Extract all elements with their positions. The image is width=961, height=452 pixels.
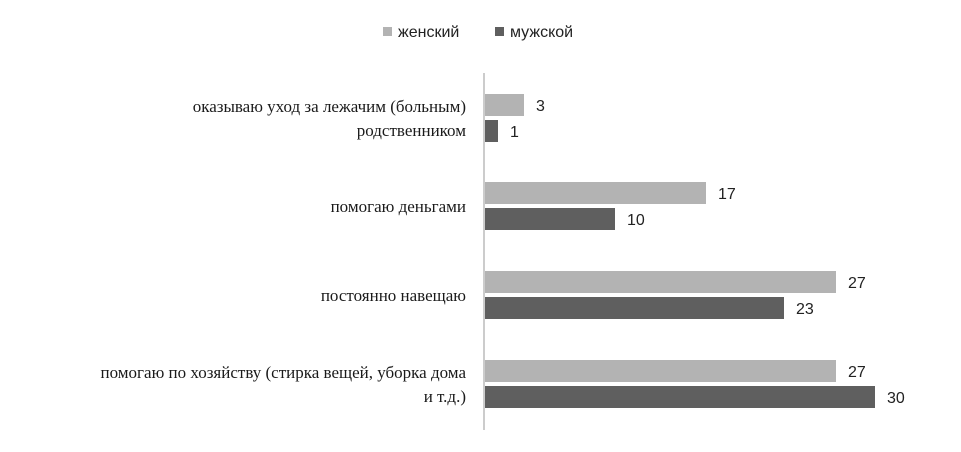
value-label-male-2: 10 (627, 212, 645, 229)
bar-female-4 (485, 360, 836, 382)
category-label-4-line-2: и т.д.) (424, 387, 466, 406)
legend-label-female: женский (398, 24, 459, 41)
legend-label-male: мужской (510, 24, 573, 41)
legend-swatch-female (383, 27, 392, 36)
category-label-1-line-2: родственником (357, 121, 466, 140)
bar-female-3 (485, 271, 836, 293)
bar-male-4 (485, 386, 875, 408)
value-label-female-1: 3 (536, 98, 545, 115)
bar-female-1 (485, 94, 524, 116)
bar-female-2 (485, 182, 706, 204)
value-label-male-4: 30 (887, 390, 905, 407)
category-labels: оказываю уход за лежачим (больным) родств… (101, 97, 467, 406)
category-label-3: постоянно навещаю (321, 286, 466, 305)
bar-male-3 (485, 297, 784, 319)
bar-male-1 (485, 120, 498, 142)
legend: женский мужской (383, 24, 573, 41)
bars (485, 94, 875, 408)
legend-swatch-male (495, 27, 504, 36)
category-label-1-line-1: оказываю уход за лежачим (больным) (193, 97, 466, 116)
category-label-4-line-1: помогаю по хозяйству (стирка вещей, убор… (101, 363, 467, 382)
value-label-female-4: 27 (848, 364, 866, 381)
bar-male-2 (485, 208, 615, 230)
value-label-male-3: 23 (796, 301, 814, 318)
value-label-male-1: 1 (510, 124, 519, 141)
value-label-female-3: 27 (848, 275, 866, 292)
value-labels: 31 17 10 27 23 27 30 (510, 98, 905, 407)
value-label-female-2: 17 (718, 186, 736, 203)
category-label-2: помогаю деньгами (331, 197, 466, 216)
